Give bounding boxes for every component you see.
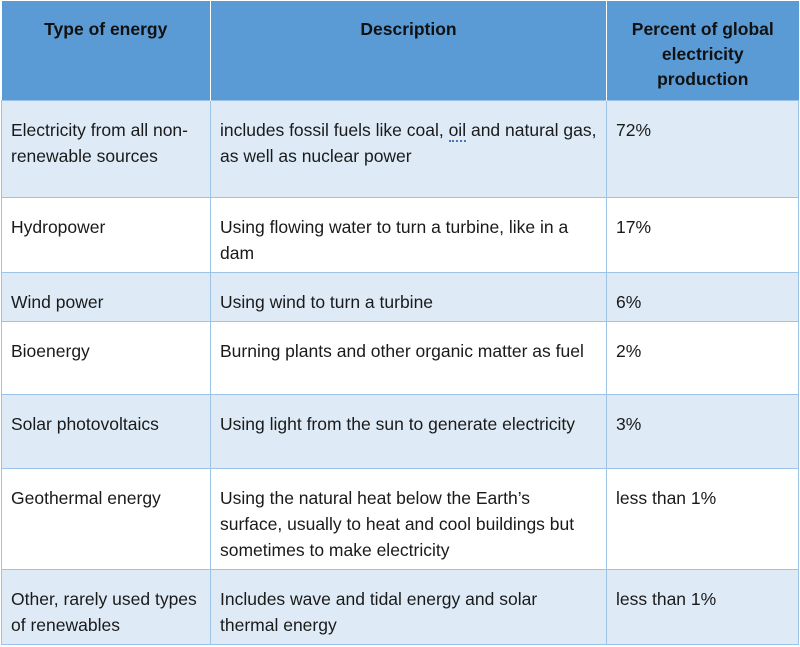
cell-type: Solar photovoltaics	[1, 394, 211, 469]
cell-description: Includes wave and tidal energy and solar…	[210, 569, 607, 645]
header-description: Description	[210, 1, 607, 101]
table-row: Hydropower Using flowing water to turn a…	[1, 197, 799, 273]
cell-description: includes fossil fuels like coal, oil and…	[210, 100, 607, 198]
table-row: Electricity from all non-renewable sourc…	[1, 100, 799, 198]
table-header: Type of energy Description Percent of gl…	[1, 1, 799, 101]
cell-description: Burning plants and other organic matter …	[210, 321, 607, 395]
cell-description: Using light from the sun to generate ele…	[210, 394, 607, 469]
cell-description: Using wind to turn a turbine	[210, 272, 607, 322]
cell-percent: 3%	[606, 394, 799, 469]
table-body: Electricity from all non-renewable sourc…	[1, 100, 799, 645]
description-text-end: and natural gas, as well as nuclear powe…	[220, 120, 597, 166]
spellcheck-marked-word: oil	[448, 120, 467, 142]
cell-percent: less than 1%	[606, 569, 799, 645]
table-row: Other, rarely used types of renewables I…	[1, 569, 799, 645]
cell-type: Electricity from all non-renewable sourc…	[1, 100, 211, 198]
cell-percent: 2%	[606, 321, 799, 395]
cell-percent: 72%	[606, 100, 799, 198]
header-type: Type of energy	[1, 1, 211, 101]
cell-type: Bioenergy	[1, 321, 211, 395]
table-row: Wind power Using wind to turn a turbine …	[1, 272, 799, 322]
cell-percent: less than 1%	[606, 468, 799, 570]
cell-type: Other, rarely used types of renewables	[1, 569, 211, 645]
cell-type: Hydropower	[1, 197, 211, 273]
description-text-start: includes fossil fuels like coal,	[220, 120, 449, 140]
cell-type: Wind power	[1, 272, 211, 322]
cell-percent: 6%	[606, 272, 799, 322]
cell-description: Using the natural heat below the Earth’s…	[210, 468, 607, 570]
header-percent: Percent of global electricity production	[606, 1, 799, 101]
cell-type: Geothermal energy	[1, 468, 211, 570]
cell-percent: 17%	[606, 197, 799, 273]
table-row: Bioenergy Burning plants and other organ…	[1, 321, 799, 395]
table-row: Solar photovoltaics Using light from the…	[1, 394, 799, 469]
table-row: Geothermal energy Using the natural heat…	[1, 468, 799, 570]
header-row: Type of energy Description Percent of gl…	[1, 1, 799, 101]
cell-description: Using flowing water to turn a turbine, l…	[210, 197, 607, 273]
